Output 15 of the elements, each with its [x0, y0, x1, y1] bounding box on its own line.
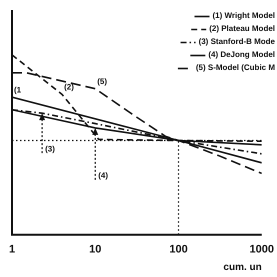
legend-label: (4) DeJong Model: [208, 50, 276, 60]
x-tick-label: 1000: [250, 243, 274, 256]
annotation: (5): [97, 76, 108, 86]
x-tick-label: 10: [89, 243, 102, 256]
legend-label: (2) Plateau Model: [209, 24, 276, 34]
annotation: (3): [45, 144, 56, 154]
annotation: (4): [98, 171, 108, 180]
x-tick-label: 100: [169, 243, 188, 256]
legend-label: (1) Wright Model: [212, 11, 276, 20]
x-tick-label: 1: [8, 243, 16, 256]
x-axis-title: cum. un: [223, 262, 262, 273]
annotation: (2): [64, 82, 74, 92]
legend-label: (3) Stanford-B Mode: [198, 37, 276, 46]
legend-label: (5) S-Model (Cubic M: [196, 63, 276, 72]
annotation: (1: [14, 85, 22, 94]
